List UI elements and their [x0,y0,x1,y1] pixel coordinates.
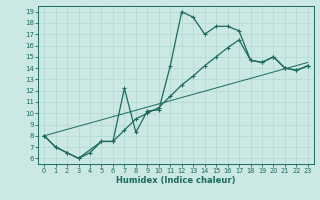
X-axis label: Humidex (Indice chaleur): Humidex (Indice chaleur) [116,176,236,185]
